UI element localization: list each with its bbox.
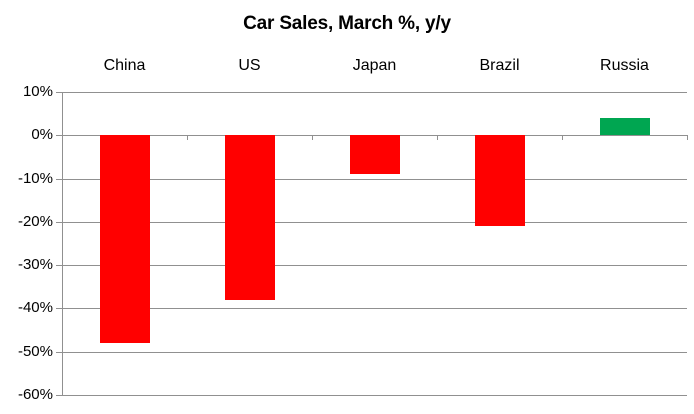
- y-axis-tick-label: -40%: [17, 299, 53, 317]
- bar-us: [224, 135, 275, 300]
- bar-japan: [349, 135, 400, 175]
- category-axis-tick: [562, 135, 563, 141]
- y-axis-tick-label: -20%: [17, 212, 53, 230]
- category-label-china: China: [103, 57, 146, 74]
- y-axis-tick: [56, 395, 62, 396]
- gridline--20%: [62, 221, 687, 223]
- category-axis-tick: [187, 135, 188, 141]
- y-axis-tick-label: 0%: [31, 126, 53, 144]
- bar-brazil: [474, 135, 525, 227]
- y-axis-tick-label: -10%: [17, 169, 53, 187]
- value-axis-line: [62, 92, 63, 396]
- y-axis-tick: [56, 265, 62, 267]
- gridline--30%: [62, 265, 687, 267]
- gridline--50%: [62, 351, 687, 353]
- category-axis-labels: China US Japan Brazil Russia: [62, 54, 687, 78]
- y-axis-tick: [56, 92, 62, 93]
- y-axis-tick-label: 10%: [22, 83, 53, 100]
- category-axis-tick: [687, 135, 688, 141]
- y-axis-tick: [56, 221, 62, 223]
- gridline--10%: [62, 178, 687, 180]
- y-axis-tick-label: -30%: [17, 256, 53, 274]
- y-axis-tick: [56, 178, 62, 180]
- chart-title: Car Sales, March %, y/y: [243, 13, 451, 34]
- gridline-10%: [62, 92, 687, 93]
- bar-china: [99, 135, 150, 344]
- gridline--60%: [62, 395, 687, 396]
- category-axis-tick: [312, 135, 313, 141]
- y-axis-tick: [56, 308, 62, 310]
- category-label-russia: Russia: [600, 57, 649, 74]
- category-axis-tick: [437, 135, 438, 141]
- y-axis-tick: [56, 135, 62, 137]
- category-label-brazil: Brazil: [479, 57, 520, 74]
- gridline--40%: [62, 308, 687, 310]
- y-axis-tick-label: -60%: [17, 386, 53, 403]
- y-axis-tick: [56, 351, 62, 353]
- bar-russia: [599, 117, 650, 136]
- category-label-japan: Japan: [352, 57, 397, 74]
- category-label-us: US: [238, 57, 261, 74]
- y-axis-tick-label: -50%: [17, 342, 53, 360]
